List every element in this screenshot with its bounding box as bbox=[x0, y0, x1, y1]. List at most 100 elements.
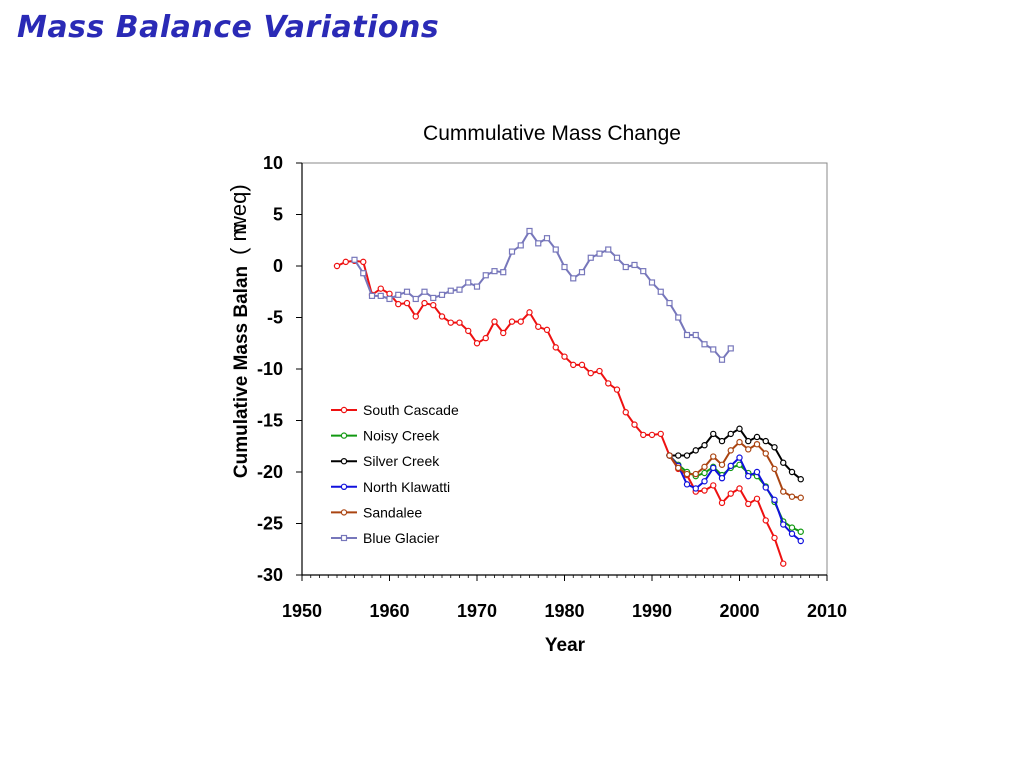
data-point bbox=[508, 248, 516, 255]
legend-label: Noisy Creek bbox=[363, 428, 440, 444]
data-point bbox=[683, 452, 691, 459]
legend-marker bbox=[340, 432, 348, 439]
legend-item-north-klawatti: North Klawatti bbox=[331, 479, 450, 495]
data-point bbox=[543, 235, 551, 242]
data-point bbox=[605, 246, 612, 253]
y-axis-label-text: Cumulative Mass Balan bbox=[231, 266, 252, 478]
data-point bbox=[622, 263, 629, 271]
data-point bbox=[482, 334, 489, 342]
data-point bbox=[745, 472, 752, 480]
data-point bbox=[438, 313, 446, 320]
series-line bbox=[668, 440, 801, 499]
data-point bbox=[701, 341, 708, 348]
data-point bbox=[762, 437, 769, 445]
legend-label: Blue Glacier bbox=[363, 530, 440, 546]
x-tick-label: 1990 bbox=[632, 601, 672, 621]
data-point bbox=[395, 291, 402, 298]
data-point bbox=[333, 262, 341, 270]
legend-item-sandalee: Sandalee bbox=[331, 504, 422, 520]
data-point bbox=[430, 294, 437, 302]
data-point bbox=[771, 534, 778, 542]
data-point bbox=[613, 254, 621, 261]
data-point bbox=[692, 447, 699, 454]
data-point bbox=[788, 493, 796, 500]
data-point bbox=[753, 440, 761, 448]
data-point bbox=[780, 459, 787, 466]
data-point bbox=[692, 331, 699, 339]
data-point bbox=[613, 386, 621, 393]
data-point bbox=[640, 268, 647, 275]
y-axis-unit-a: ( m bbox=[226, 223, 251, 255]
data-point bbox=[675, 452, 682, 459]
legend-marker bbox=[340, 483, 348, 490]
y-axis-unit: ( m bbox=[226, 223, 251, 255]
y-tick-label: 10 bbox=[263, 153, 283, 173]
data-point bbox=[465, 327, 472, 335]
data-point bbox=[788, 530, 796, 538]
data-point bbox=[570, 361, 577, 369]
data-point bbox=[631, 261, 638, 269]
data-point bbox=[386, 290, 393, 298]
data-point bbox=[447, 319, 454, 326]
data-point bbox=[517, 318, 524, 325]
y-axis-unit-overlap: weq) bbox=[226, 184, 251, 233]
data-point bbox=[482, 272, 489, 279]
data-point bbox=[727, 490, 734, 497]
data-point bbox=[727, 462, 734, 470]
plot-area bbox=[301, 162, 828, 576]
data-point bbox=[675, 314, 682, 321]
legend-label: Sandalee bbox=[363, 504, 422, 520]
data-point bbox=[447, 287, 454, 294]
data-point bbox=[736, 454, 743, 461]
data-point bbox=[692, 470, 699, 478]
y-tick-label: 0 bbox=[273, 256, 283, 276]
data-point bbox=[421, 288, 428, 295]
data-point bbox=[596, 250, 603, 257]
data-point bbox=[578, 269, 586, 276]
data-point bbox=[421, 299, 428, 307]
data-point bbox=[753, 468, 761, 476]
y-tick-label: -5 bbox=[267, 308, 283, 328]
data-point bbox=[456, 319, 463, 326]
series-layer bbox=[333, 227, 804, 567]
data-point bbox=[377, 292, 384, 299]
legend-label: North Klawatti bbox=[363, 479, 450, 495]
x-tick-label: 2010 bbox=[807, 601, 847, 621]
data-point bbox=[797, 494, 804, 501]
data-point bbox=[727, 430, 734, 438]
y-ticks: 10 5 0 -5 -10 -15 -20 -25 -30 bbox=[257, 153, 302, 585]
data-point bbox=[745, 437, 752, 445]
data-point bbox=[640, 431, 647, 439]
data-point bbox=[797, 528, 804, 535]
data-point bbox=[360, 270, 367, 277]
data-point bbox=[797, 537, 804, 545]
series-line bbox=[668, 454, 802, 542]
data-point bbox=[745, 500, 752, 508]
legend-item-blue-glacier: Blue Glacier bbox=[331, 530, 440, 546]
data-point bbox=[596, 367, 603, 375]
data-point bbox=[570, 275, 577, 282]
x-tick-label: 1950 bbox=[282, 601, 322, 621]
data-point bbox=[587, 254, 594, 261]
data-point bbox=[718, 499, 726, 507]
series-line bbox=[336, 259, 785, 565]
y-tick-label: -10 bbox=[257, 359, 283, 379]
data-point bbox=[395, 300, 402, 308]
data-point bbox=[683, 331, 691, 339]
slide-title: Mass Balance Variations bbox=[17, 10, 440, 45]
data-point bbox=[666, 299, 673, 307]
data-point bbox=[605, 380, 612, 387]
x-tick-label: 1970 bbox=[457, 601, 497, 621]
data-point bbox=[473, 340, 481, 347]
y-tick-label: 5 bbox=[273, 205, 283, 225]
x-tick-label: 2000 bbox=[719, 601, 759, 621]
data-point bbox=[710, 453, 717, 460]
data-point bbox=[718, 356, 726, 363]
data-point bbox=[561, 263, 568, 271]
legend-marker bbox=[340, 406, 348, 414]
data-point bbox=[526, 227, 533, 235]
data-point bbox=[736, 438, 743, 446]
data-point bbox=[701, 487, 708, 494]
data-point bbox=[535, 240, 542, 247]
